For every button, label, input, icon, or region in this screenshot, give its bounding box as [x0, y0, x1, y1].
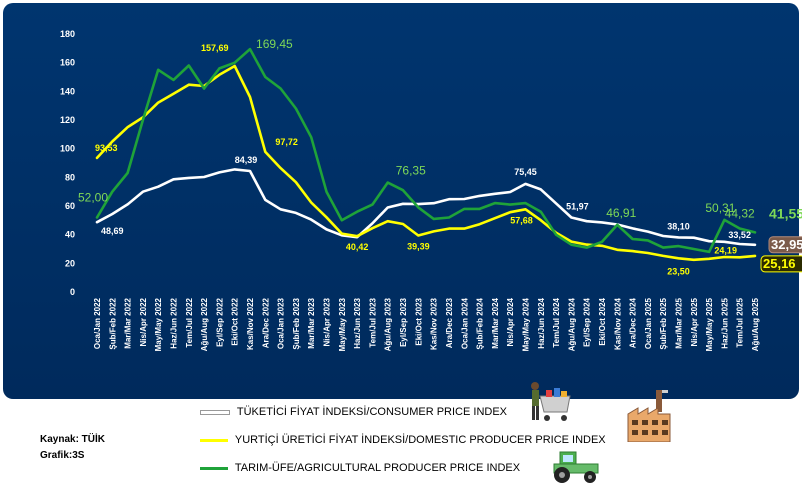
- label-box-domestic: [760, 255, 802, 273]
- x-tick-label: Eki/Oct 2022: [231, 297, 240, 345]
- data-label-domestic: 97,72: [275, 137, 298, 147]
- data-label-consumer: 32,95: [771, 237, 802, 252]
- data-label-domestic: 40,42: [346, 242, 369, 252]
- data-label-domestic: 93,53: [95, 143, 118, 153]
- x-tick-label: Haz/Jun 2025: [720, 297, 729, 348]
- series-line-domestic: [95, 64, 757, 262]
- y-tick-label: 80: [65, 172, 75, 182]
- data-label-consumer: 33,52: [728, 230, 751, 240]
- x-tick-label: Mar/Mar 2024: [491, 297, 500, 348]
- series-line-consumer: [95, 168, 757, 247]
- data-label-consumer: 84,39: [235, 155, 258, 165]
- x-tick-label: Nis/Apr 2024: [506, 297, 515, 346]
- x-tick-label: Eki/Oct 2024: [598, 297, 607, 345]
- data-label-domestic: 25,16: [763, 256, 796, 271]
- data-label-consumer: 51,97: [566, 202, 589, 212]
- x-tick-label: May/May 2024: [521, 297, 530, 351]
- data-label-agricultural: 44,32: [725, 206, 755, 220]
- x-tick-label: Haz/Jun 2024: [537, 297, 546, 348]
- x-tick-label: Eyl/Sep 2022: [215, 297, 224, 346]
- x-tick-label: Haz/Jun 2022: [170, 297, 179, 348]
- x-tick-label: Haz/Jun 2023: [353, 297, 362, 348]
- x-tick-label: Nis/Apr 2025: [690, 297, 699, 346]
- x-tick-label: Şub/Feb 2024: [476, 297, 485, 349]
- data-label-agricultural: 52,00: [78, 190, 108, 204]
- x-tick-label: Ağu/Aug 2023: [384, 297, 393, 351]
- data-label-domestic: 57,68: [510, 215, 533, 225]
- legend-label-agricultural: TARIM-ÜFE/AGRICULTURAL PRODUCER PRICE IN…: [234, 462, 521, 474]
- y-tick-label: 140: [60, 86, 75, 96]
- y-tick-label: 0: [70, 287, 75, 297]
- x-tick-label: Şub/Feb 2022: [108, 297, 117, 349]
- legend-swatch-domestic: [200, 438, 228, 442]
- x-tick-label: Oca/Jan 2024: [460, 297, 469, 349]
- series-line-agricultural: [95, 47, 757, 254]
- label-box-consumer: [768, 236, 802, 254]
- data-label-agricultural: 50,31: [705, 201, 735, 215]
- x-tick-label: Tem/Jul 2023: [368, 297, 377, 347]
- x-tick-label: Ara/Dec 2023: [445, 297, 454, 348]
- tractor-icon: [553, 451, 599, 483]
- legend-item-agricultural: TARIM-ÜFE/AGRICULTURAL PRODUCER PRICE IN…: [200, 462, 520, 474]
- x-tick-label: Tem/Jul 2025: [736, 297, 745, 347]
- x-tick-label: Mar/Mar 2022: [124, 297, 133, 348]
- x-tick-label: Ara/Dec 2024: [629, 297, 638, 348]
- data-label-agricultural: 76,35: [396, 164, 426, 178]
- data-label-domestic: 24,19: [714, 245, 737, 255]
- x-tick-label: Eki/Oct 2023: [414, 297, 423, 345]
- x-tick-label: Tem/Jul 2022: [185, 297, 194, 347]
- legend-swatch-agricultural: [200, 466, 228, 470]
- data-label-domestic: 23,50: [667, 266, 690, 276]
- x-tick-label: Kas/Nov 2024: [613, 297, 622, 350]
- graphic-label: Grafik:3S: [40, 450, 85, 461]
- y-tick-label: 60: [65, 201, 75, 211]
- y-tick-label: 160: [60, 58, 75, 68]
- factory-icon: [627, 390, 671, 442]
- y-tick-label: 100: [60, 144, 75, 154]
- x-tick-label: Ağu/Aug 2025: [751, 297, 760, 351]
- x-tick-label: Eyl/Sep 2023: [399, 297, 408, 346]
- data-label-domestic: 39,39: [407, 242, 430, 252]
- shopping-cart-icon: [531, 382, 571, 421]
- data-label-consumer: 75,45: [514, 167, 537, 177]
- data-label-consumer: 38,10: [667, 221, 690, 231]
- x-tick-label: Kas/Nov 2023: [430, 297, 439, 350]
- plot-background: [3, 3, 799, 399]
- x-tick-label: Nis/Apr 2022: [139, 297, 148, 346]
- x-tick-label: Ağu/Aug 2022: [200, 297, 209, 351]
- y-tick-label: 120: [60, 115, 75, 125]
- x-tick-label: Eyl/Sep 2024: [583, 297, 592, 346]
- source-label: Kaynak: TÜİK: [40, 434, 106, 445]
- x-tick-label: Mar/Mar 2023: [307, 297, 316, 348]
- legend-label-consumer: TÜKETİCİ FİYAT İNDEKSİ/CONSUMER PRICE IN…: [236, 406, 508, 418]
- data-label-agricultural: 41,55: [769, 205, 802, 221]
- x-tick-label: Şub/Feb 2025: [659, 297, 668, 349]
- legend-label-domestic: YURTİÇİ ÜRETİCİ FİYAT İNDEKSİ/DOMESTIC P…: [234, 434, 606, 446]
- x-tick-label: Mar/Mar 2025: [674, 297, 683, 348]
- legend-swatch-consumer: [200, 409, 230, 415]
- data-label-agricultural: 169,45: [256, 37, 293, 51]
- y-tick-label: 20: [65, 258, 75, 268]
- data-label-domestic: 157,69: [201, 43, 229, 53]
- x-tick-label: Kas/Nov 2022: [246, 297, 255, 350]
- data-label-consumer: 48,69: [101, 226, 124, 236]
- x-tick-label: Ağu/Aug 2024: [567, 297, 576, 351]
- y-tick-label: 180: [60, 29, 75, 39]
- x-tick-label: Şub/Feb 2023: [292, 297, 301, 349]
- x-tick-label: Oca/Jan 2022: [93, 297, 102, 349]
- data-label-agricultural: 46,91: [606, 206, 636, 220]
- x-tick-label: Ara/Dec 2022: [261, 297, 270, 348]
- y-tick-label: 40: [65, 230, 75, 240]
- x-tick-label: May/May 2022: [154, 297, 163, 351]
- x-tick-label: May/May 2023: [338, 297, 347, 351]
- x-tick-label: Nis/Apr 2023: [323, 297, 332, 346]
- x-tick-label: Oca/Jan 2025: [644, 297, 653, 349]
- x-tick-label: Tem/Jul 2024: [552, 297, 561, 347]
- legend-item-consumer: TÜKETİCİ FİYAT İNDEKSİ/CONSUMER PRICE IN…: [200, 406, 507, 418]
- x-tick-label: Oca/Jan 2023: [277, 297, 286, 349]
- x-tick-label: May/May 2025: [705, 297, 714, 351]
- legend-item-domestic: YURTİÇİ ÜRETİCİ FİYAT İNDEKSİ/DOMESTIC P…: [200, 434, 606, 446]
